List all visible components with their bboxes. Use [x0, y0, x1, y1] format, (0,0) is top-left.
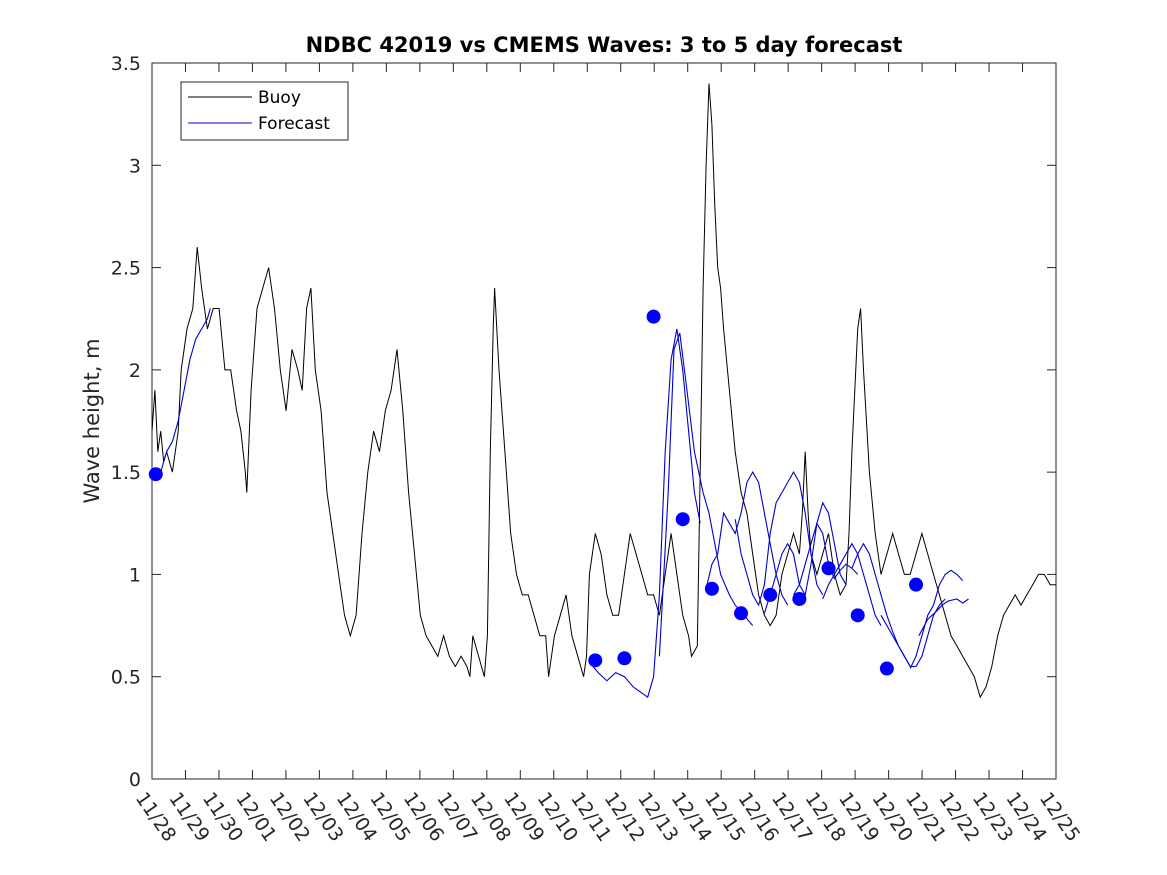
marker-layer	[148, 309, 924, 676]
forecast-point-marker-2	[617, 651, 632, 666]
forecast-series-line-11	[918, 598, 969, 637]
legend-forecast-label: Forecast	[258, 114, 330, 134]
legend: Buoy Forecast	[180, 81, 349, 141]
forecast-point-marker-5	[704, 581, 719, 596]
forecast-series-line-0	[154, 308, 211, 479]
forecast-series-line-3	[734, 470, 824, 607]
forecast-point-marker-6	[734, 606, 749, 621]
forecast-point-marker-3	[646, 309, 661, 324]
forecast-point-marker-12	[909, 577, 924, 592]
y-tick-label: 0	[129, 769, 141, 791]
forecast-point-marker-10	[850, 608, 865, 623]
forecast-point-marker-1	[588, 653, 603, 668]
forecast-series-line-4	[705, 470, 789, 606]
forecast-series-line-7	[822, 542, 882, 626]
y-tick-label: 3	[129, 155, 141, 177]
forecast-point-marker-9	[821, 561, 836, 576]
y-tick-label: 1	[129, 564, 141, 586]
forecast-point-marker-7	[763, 587, 778, 602]
forecast-point-marker-11	[879, 661, 894, 676]
chart-title: NDBC 42019 vs CMEMS Waves: 3 to 5 day fo…	[306, 33, 903, 57]
forecast-series-line-2	[658, 332, 754, 657]
y-tick-label: 0.5	[111, 667, 141, 689]
y-tick-label: 3.5	[111, 53, 141, 75]
forecast-series-line-1	[588, 328, 701, 699]
series-layer	[151, 83, 1056, 699]
forecast-point-marker-8	[792, 591, 807, 606]
y-tick-label: 1.5	[111, 462, 141, 484]
forecast-point-marker-4	[675, 512, 690, 527]
forecast-point-marker-0	[148, 467, 163, 482]
legend-buoy-label: Buoy	[258, 88, 301, 108]
axes-box	[151, 62, 1057, 780]
y-tick-label: 2	[129, 360, 141, 382]
forecast-series-line-5	[763, 501, 847, 614]
forecast-series-line-10	[909, 569, 964, 669]
forecast-series-line-6	[793, 521, 859, 596]
buoy-series-line	[151, 83, 1056, 699]
y-axis-label: Wave height, m	[80, 338, 104, 503]
y-tick-label: 2.5	[111, 258, 141, 280]
legend-box	[180, 81, 349, 141]
